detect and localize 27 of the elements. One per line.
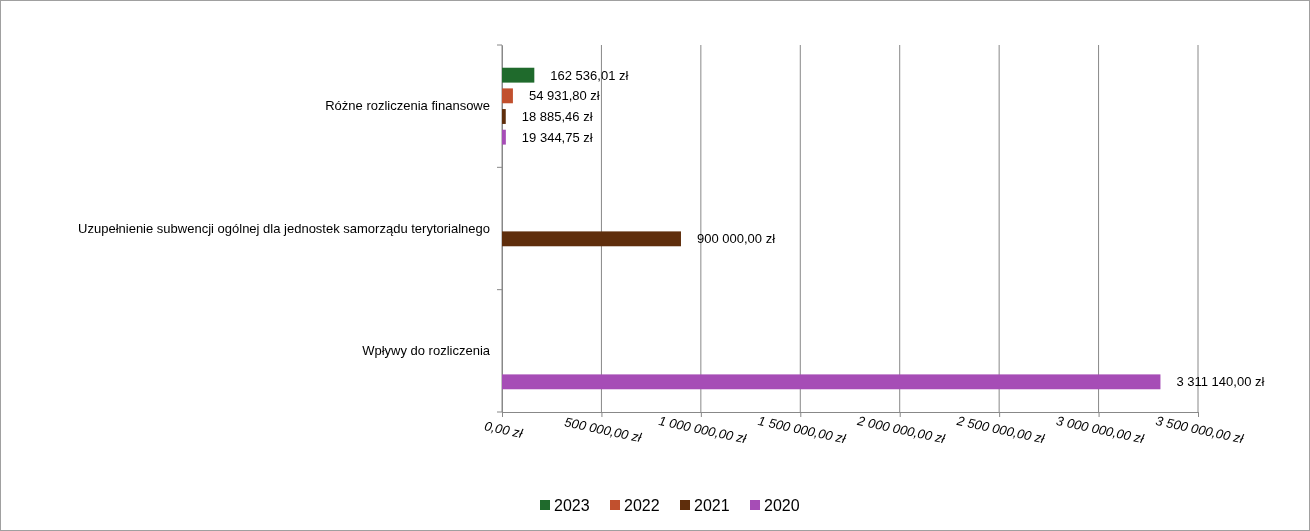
legend-label: 2020 [764,496,800,514]
x-tick-label: 2 000 000,00 zł [855,412,948,447]
bar [502,88,513,104]
bar [502,129,506,145]
bar [502,109,506,124]
bar [502,231,681,247]
x-tick-label: 1 500 000,00 zł [756,413,848,447]
data-label: 900 000,00 zł [696,231,776,247]
legend-label: 2022 [624,496,660,514]
y-tick-label: Uzupełnienie subwencji ogólnej dla jednostek samorządu terytorialnego [78,220,490,236]
data-label: 162 536,01 zł [550,67,629,83]
x-tick-label: 2 500 000,00 zł [954,412,1047,447]
y-tick-label: Różne rozliczenia finansowe [325,98,490,114]
x-tick-label: 500 000,00 zł [563,414,644,446]
x-tick-label: 1 000 000,00 zł [657,413,749,447]
data-label: 18 885,46 zł [521,109,593,125]
x-tick-label: 3 000 000,00 zł [1054,413,1147,447]
y-tick-label: Wpływy do rozliczenia [362,342,491,358]
bar [502,374,1161,390]
data-label: 3 311 140,00 zł [1176,374,1265,390]
x-tick-label: 3 500 000,00 zł [1154,413,1246,447]
x-tick-label: 0,00 zł [483,418,525,442]
data-label: 54 931,80 zł [528,88,600,104]
legend-label: 2021 [694,496,730,514]
legend-label: 2023 [554,496,590,514]
bar [502,67,535,83]
data-label: 19 344,75 zł [521,129,593,145]
